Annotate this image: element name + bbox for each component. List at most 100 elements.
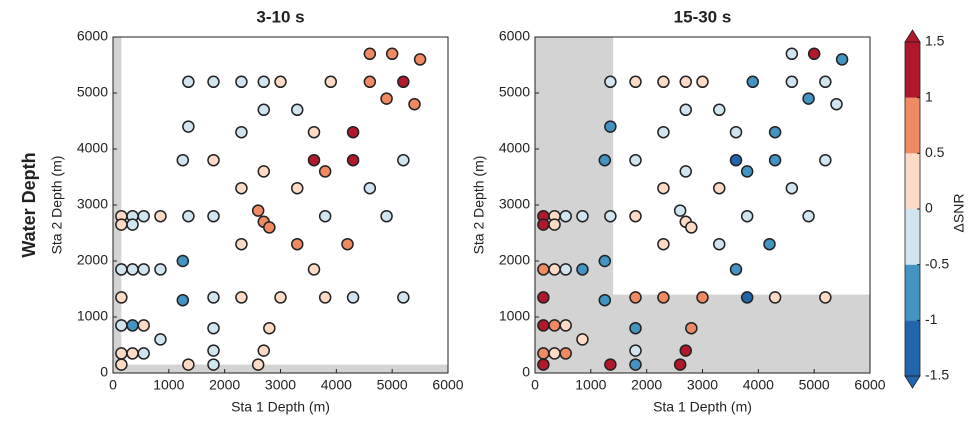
point bbox=[307, 125, 321, 139]
point bbox=[768, 153, 782, 167]
point bbox=[548, 218, 561, 231]
colorbar-tick-label: -1.5 bbox=[925, 367, 949, 383]
point bbox=[154, 333, 167, 346]
point bbox=[576, 333, 589, 346]
point bbox=[802, 209, 815, 223]
point bbox=[346, 153, 360, 167]
point bbox=[363, 47, 377, 61]
colorbar-label: ΔSNR bbox=[951, 194, 967, 233]
x-tick-label: 6000 bbox=[854, 377, 885, 393]
row-label: Water Depth bbox=[19, 152, 39, 257]
point bbox=[629, 344, 642, 357]
point bbox=[363, 75, 377, 89]
point bbox=[604, 120, 617, 133]
point bbox=[819, 75, 832, 89]
point bbox=[263, 321, 276, 335]
point bbox=[537, 347, 550, 360]
point bbox=[126, 319, 139, 332]
point bbox=[763, 237, 776, 251]
x-tick-label: 4000 bbox=[743, 377, 774, 393]
point bbox=[768, 291, 782, 304]
point bbox=[341, 237, 354, 251]
point bbox=[363, 181, 377, 195]
point bbox=[604, 209, 617, 223]
x-tick-label: 1000 bbox=[575, 377, 606, 393]
y-tick-label: 6000 bbox=[77, 28, 108, 44]
point bbox=[629, 153, 642, 167]
point bbox=[207, 209, 220, 223]
point bbox=[207, 358, 220, 371]
point bbox=[629, 291, 642, 304]
point bbox=[115, 319, 128, 332]
point bbox=[257, 165, 270, 178]
point bbox=[657, 181, 670, 195]
point bbox=[696, 75, 709, 89]
point bbox=[548, 347, 561, 360]
point bbox=[685, 321, 698, 335]
y-tick-label: 0 bbox=[522, 364, 530, 380]
x-tick-label: 3000 bbox=[265, 377, 296, 393]
point bbox=[598, 153, 612, 167]
point bbox=[537, 358, 550, 371]
point bbox=[729, 263, 743, 276]
point bbox=[559, 319, 572, 332]
colorbar-bin bbox=[905, 320, 920, 376]
point bbox=[740, 291, 754, 304]
point bbox=[673, 204, 687, 217]
point bbox=[318, 165, 332, 178]
point bbox=[785, 75, 799, 89]
point bbox=[235, 125, 248, 139]
point bbox=[115, 347, 128, 360]
point bbox=[576, 209, 589, 223]
point bbox=[291, 181, 304, 195]
point bbox=[207, 291, 220, 304]
chart-title: 15-30 s bbox=[674, 7, 732, 26]
point bbox=[397, 291, 410, 304]
point bbox=[318, 209, 332, 223]
point bbox=[346, 125, 360, 139]
x-tick-label: 5000 bbox=[377, 377, 408, 393]
y-tick-label: 4000 bbox=[499, 140, 530, 156]
point bbox=[207, 75, 220, 89]
y-tick-label: 5000 bbox=[77, 84, 108, 100]
colorbar-bin bbox=[905, 42, 920, 98]
point bbox=[604, 358, 617, 371]
point bbox=[397, 75, 410, 89]
x-tick-label: 2000 bbox=[209, 377, 240, 393]
point bbox=[819, 291, 832, 304]
y-tick-label: 2000 bbox=[499, 252, 530, 268]
point bbox=[397, 153, 410, 167]
point bbox=[137, 209, 150, 223]
point bbox=[274, 291, 287, 304]
point bbox=[537, 319, 550, 332]
point bbox=[830, 97, 843, 111]
point bbox=[154, 209, 167, 223]
point bbox=[235, 75, 248, 89]
point bbox=[629, 75, 642, 89]
point bbox=[385, 47, 399, 61]
point bbox=[548, 263, 561, 276]
point bbox=[559, 347, 572, 360]
plot-area bbox=[113, 37, 448, 373]
point bbox=[207, 321, 220, 335]
point bbox=[740, 165, 754, 178]
colorbar-tick-label: 1.5 bbox=[925, 33, 945, 49]
point bbox=[657, 125, 670, 139]
point bbox=[257, 75, 270, 89]
y-tick-label: 0 bbox=[100, 364, 108, 380]
colorbar-bin bbox=[905, 97, 920, 154]
point bbox=[182, 120, 195, 133]
point bbox=[673, 358, 687, 371]
point bbox=[598, 293, 612, 307]
point bbox=[291, 237, 304, 251]
shaded-region bbox=[113, 37, 122, 373]
points bbox=[537, 47, 849, 371]
x-axis-label: Sta 1 Depth (m) bbox=[653, 399, 752, 415]
point bbox=[137, 319, 150, 332]
y-axis-label: Sta 2 Depth (m) bbox=[471, 156, 487, 255]
point bbox=[182, 358, 195, 371]
point bbox=[537, 263, 550, 276]
point bbox=[713, 103, 726, 117]
point bbox=[263, 221, 276, 234]
x-tick-label: 0 bbox=[531, 377, 539, 393]
